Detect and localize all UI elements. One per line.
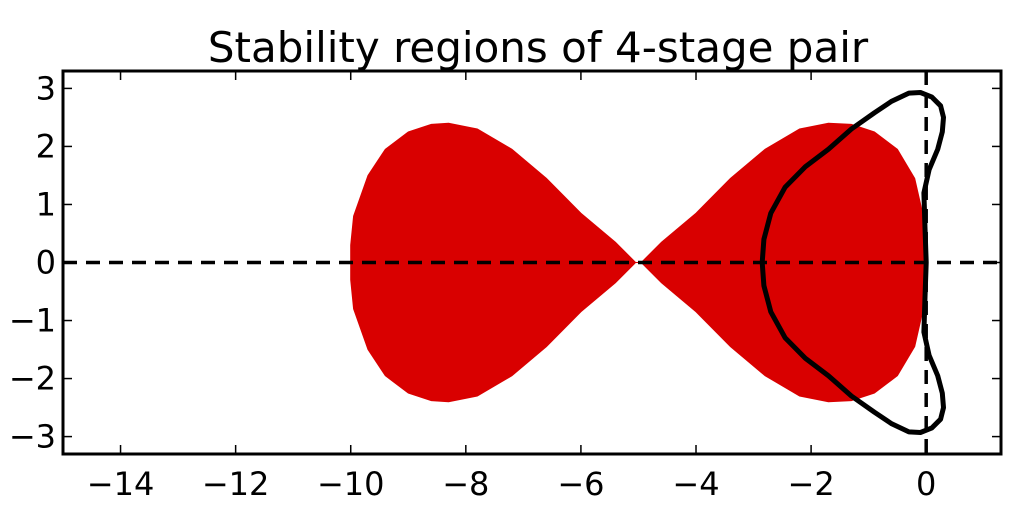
- y-tick-label: 0: [36, 244, 56, 282]
- plot-area: [63, 71, 1001, 454]
- chart-title: Stability regions of 4-stage pair: [208, 23, 869, 72]
- y-tick-label: −2: [9, 360, 56, 398]
- y-tick-label: 3: [36, 69, 56, 107]
- x-tick-label: −8: [442, 465, 489, 503]
- y-tick-label: −1: [9, 302, 56, 340]
- axis-tick-labels: −14 −12 −10 −8 −6 −4 −2 0 3 2 1 0 −1 −2 −3: [9, 69, 937, 503]
- plot-frame: [61, 69, 1003, 456]
- x-tick-label: −10: [317, 465, 385, 503]
- x-tick-label: 0: [916, 465, 936, 503]
- stability-boundary-curve: [759, 90, 946, 435]
- y-tick-label: 2: [36, 127, 56, 165]
- x-tick-label: −6: [557, 465, 604, 503]
- y-tick-label: −3: [9, 418, 56, 456]
- y-tick-label: 1: [36, 185, 56, 223]
- x-tick-label: −14: [87, 465, 155, 503]
- x-tick-label: −2: [788, 465, 835, 503]
- x-tick-label: −12: [202, 465, 270, 503]
- x-tick-label: −4: [672, 465, 719, 503]
